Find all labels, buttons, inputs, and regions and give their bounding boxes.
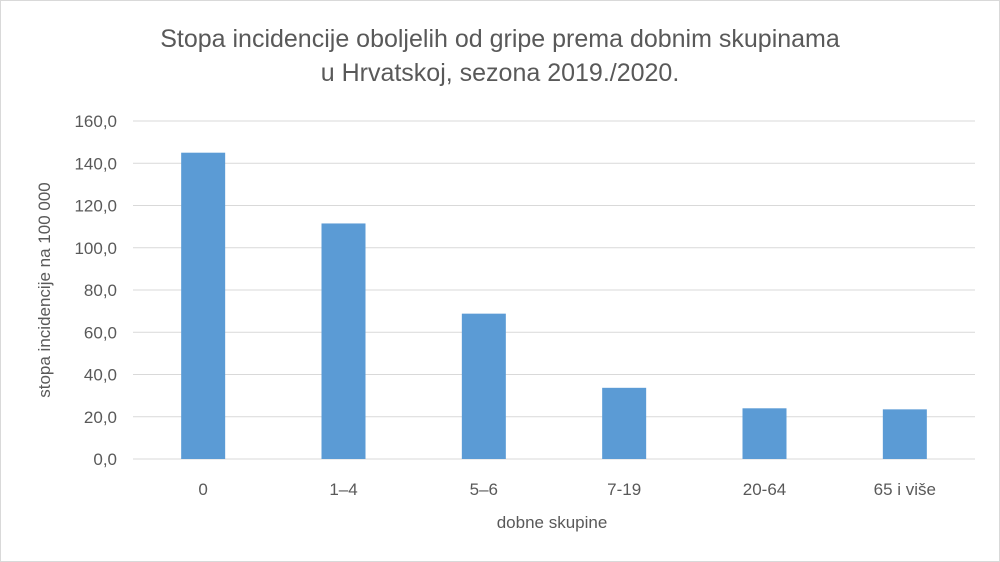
x-tick-label: 1–4	[329, 480, 357, 499]
y-tick-label: 80,0	[84, 281, 117, 300]
x-tick-label: 7-19	[607, 480, 641, 499]
chart-title: Stopa incidencije oboljelih od gripe pre…	[0, 22, 1000, 90]
y-tick-label: 20,0	[84, 408, 117, 427]
gridlines	[133, 120, 975, 460]
y-tick-label: 160,0	[74, 112, 117, 131]
bar-5	[742, 408, 787, 459]
y-tick-label: 120,0	[74, 197, 117, 216]
bars	[181, 152, 927, 459]
y-tick-labels: 0,0 20,0 40,0 60,0 80,0 100,0 120,0 140,0 160,0	[74, 112, 117, 469]
x-tick-label: 0	[198, 480, 207, 499]
x-axis-title: dobne skupine	[497, 513, 608, 532]
y-tick-label: 40,0	[84, 366, 117, 385]
bar-6	[882, 409, 927, 459]
y-axis-title: stopa incidencije na 100 000	[35, 182, 54, 398]
chart-title-line-1: Stopa incidencije oboljelih od gripe pre…	[160, 25, 840, 53]
x-tick-label: 65 i više	[874, 480, 936, 499]
bar-1	[181, 152, 226, 459]
bar-3	[461, 313, 506, 459]
chart-title-line-2: u Hrvatskoj, sezona 2019./2020.	[320, 59, 680, 87]
y-tick-label: 60,0	[84, 323, 117, 342]
x-tick-label: 5–6	[470, 480, 498, 499]
y-tick-label: 100,0	[74, 239, 117, 258]
bar-2	[321, 223, 366, 459]
x-tick-label: 20-64	[743, 480, 786, 499]
x-tick-labels: 0 1–4 5–6 7-19 20-64 65 i više	[198, 480, 936, 499]
y-tick-label: 140,0	[74, 154, 117, 173]
y-tick-label: 0,0	[93, 450, 117, 469]
bar-4	[602, 387, 647, 459]
